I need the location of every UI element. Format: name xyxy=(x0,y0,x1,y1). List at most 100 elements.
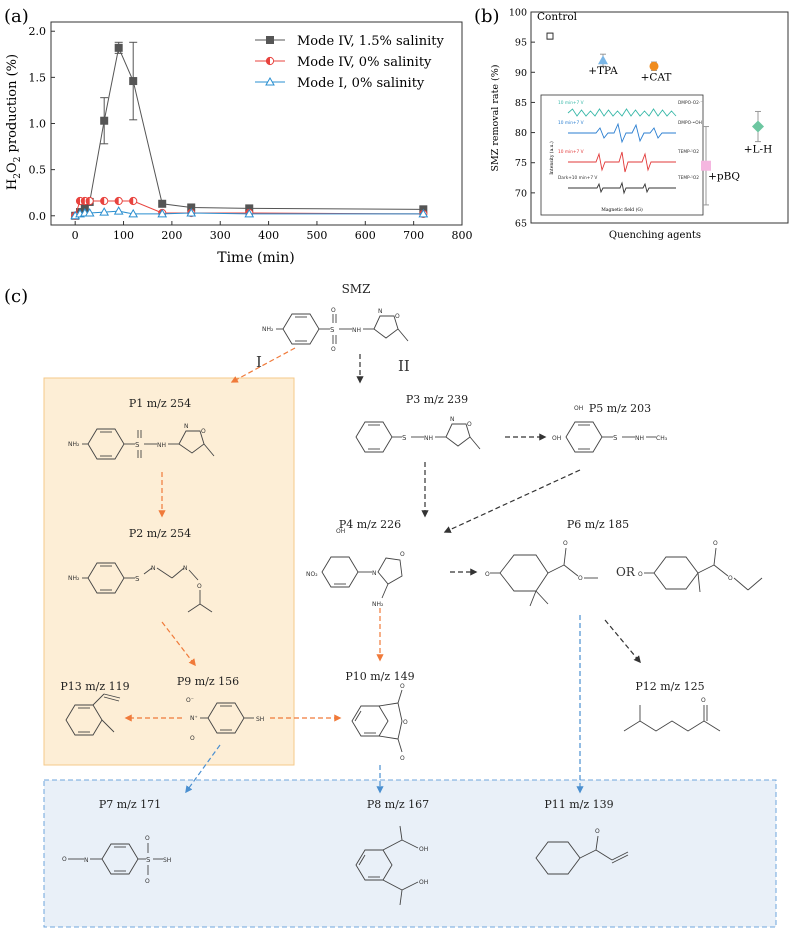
epr-trace-line xyxy=(568,181,676,195)
legend-label: Mode IV, 1.5% salinity xyxy=(297,34,444,49)
chart-a-xtick-label: 200 xyxy=(161,229,182,242)
chart-b-xlabel: Quenching agents xyxy=(609,230,701,241)
p4-nh2: NH₂ xyxy=(372,601,384,608)
panel-label-b: (b) xyxy=(474,6,500,27)
p10-o2: O xyxy=(400,683,405,690)
chart-b-point-label: Control xyxy=(537,11,578,23)
chart-a-point-half xyxy=(129,197,134,205)
p2-o: O xyxy=(197,583,202,590)
chart-a-point xyxy=(244,208,255,218)
chart-a-xtick-label: 600 xyxy=(355,229,376,242)
p2-nh2: NH₂ xyxy=(68,575,80,582)
p7-label: P7 m/z 171 xyxy=(99,798,161,811)
p1-label: P1 m/z 254 xyxy=(129,397,191,410)
chart-a-point xyxy=(113,206,124,215)
p4-n: N xyxy=(372,570,377,577)
arrow-p6-p12 xyxy=(604,619,641,664)
chart-a-point-half xyxy=(100,197,105,205)
p3-o: O xyxy=(467,421,472,428)
panel-label-c: (c) xyxy=(4,286,28,307)
chart-a-point xyxy=(129,77,138,86)
p5-oh1: OH xyxy=(574,405,583,412)
chart-b-ytick-label: 100 xyxy=(509,8,527,19)
p7-sh: SH xyxy=(163,857,171,864)
chart-b-ytick-label: 65 xyxy=(515,219,527,230)
chart-a-point-half xyxy=(76,197,81,205)
smz-o3: O xyxy=(395,313,400,320)
chart-b-point-label: +L-H xyxy=(744,144,772,156)
p4-benzene xyxy=(321,556,359,588)
p2-label: P2 m/z 254 xyxy=(129,527,191,540)
p8-benzene xyxy=(355,849,393,881)
epr-inset-ylabel: Intensity (a.u.) xyxy=(548,141,555,175)
chart-a-point-half xyxy=(86,197,90,205)
chart-a-ylabel: H2O2 production (%) xyxy=(5,54,23,190)
or-label: OR xyxy=(616,565,636,579)
p5-benzene xyxy=(565,421,603,453)
chart-b-ytick-label: 95 xyxy=(515,38,527,49)
chart-a-xtick-label: 0 xyxy=(72,229,79,242)
mineralization-box xyxy=(43,779,777,928)
p1-n: N xyxy=(184,423,189,430)
p6-o2: O xyxy=(563,540,568,547)
chart-a-xlabel: Time (min) xyxy=(217,250,295,266)
chart-b-ytick-label: 85 xyxy=(515,98,527,109)
chart-a-ytick-label: 1.0 xyxy=(29,118,47,131)
p13-label: P13 m/z 119 xyxy=(60,680,129,693)
chart-a-xtick-label: 300 xyxy=(210,229,231,242)
smz-o1: O xyxy=(331,307,336,314)
p4-ring xyxy=(377,557,403,585)
chart-a-point-half xyxy=(115,197,119,205)
smz-s: S xyxy=(330,326,335,334)
p4-oh: OH xyxy=(336,528,345,535)
p3-benzene xyxy=(355,421,393,453)
chart-b-point-0: Control xyxy=(537,11,578,40)
chart-a-point xyxy=(157,208,168,218)
chart-b-point-4: +L-H xyxy=(744,110,772,156)
chart-a-ytick-label: 0.0 xyxy=(29,210,47,223)
p6-ring-b xyxy=(653,556,699,590)
p1-nh2: NH₂ xyxy=(68,441,80,448)
legend-label: Mode IV, 0% salinity xyxy=(297,55,432,70)
p1-nh: NH xyxy=(157,442,166,449)
p7-n: N xyxy=(84,857,89,864)
arrow-p2-p9 xyxy=(161,621,196,667)
smz-o2: O xyxy=(331,346,336,353)
p2-n2: N xyxy=(183,565,188,572)
chart-b-point-label: +TPA xyxy=(588,65,618,77)
chart-a-frame xyxy=(50,21,463,226)
p9-sh: SH xyxy=(256,716,264,723)
p12-label: P12 m/z 125 xyxy=(635,680,704,693)
chart-b-ytick-label: 70 xyxy=(515,188,527,199)
arrow-smz-p1 xyxy=(230,347,296,383)
p6-o6: O xyxy=(728,575,733,582)
p6-o3: O xyxy=(578,575,583,582)
epr-trace-left-label: 10 min+7 V xyxy=(558,100,584,106)
chart-b-point-1: +TPA xyxy=(588,53,618,77)
p7-o3: O xyxy=(145,878,150,885)
epr-trace-left-label: Dark+10 min+7 V xyxy=(558,175,597,181)
chart-b-ytick-label: 90 xyxy=(515,68,527,79)
p3-label: P3 m/z 239 xyxy=(406,393,468,406)
chart-a-series-line xyxy=(74,46,424,217)
p1-ring xyxy=(178,430,205,454)
p8-label: P8 m/z 167 xyxy=(367,798,429,811)
chart-a: 0 100 200 300 400 500 600 700 800 0.0 0.5 1.0 1.5 2.0… xyxy=(5,21,473,266)
p4-no2: NO₂ xyxy=(306,571,318,578)
p3-ring xyxy=(445,423,471,447)
p9-o-minus: O⁻ xyxy=(186,697,194,704)
chart-a-point xyxy=(128,208,139,218)
chart-a-legend: Mode IV, 1.5% salinity Mode IV, 0% salini… xyxy=(255,34,444,91)
panel-label-a: (a) xyxy=(4,6,29,27)
epr-trace-2: 10 min+7 V TEMP-¹O2 xyxy=(558,149,699,173)
chart-a-point xyxy=(100,116,109,125)
p10-label: P10 m/z 149 xyxy=(345,670,414,683)
chart-a-point xyxy=(99,207,110,216)
pathway-arrows xyxy=(124,347,641,794)
route-i-label: I xyxy=(256,353,262,371)
p11-label: P11 m/z 139 xyxy=(544,798,613,811)
chart-b-marker xyxy=(598,55,608,65)
route-i-box xyxy=(43,377,295,766)
epr-trace-line xyxy=(568,122,676,144)
p6-ring-a xyxy=(499,554,549,592)
